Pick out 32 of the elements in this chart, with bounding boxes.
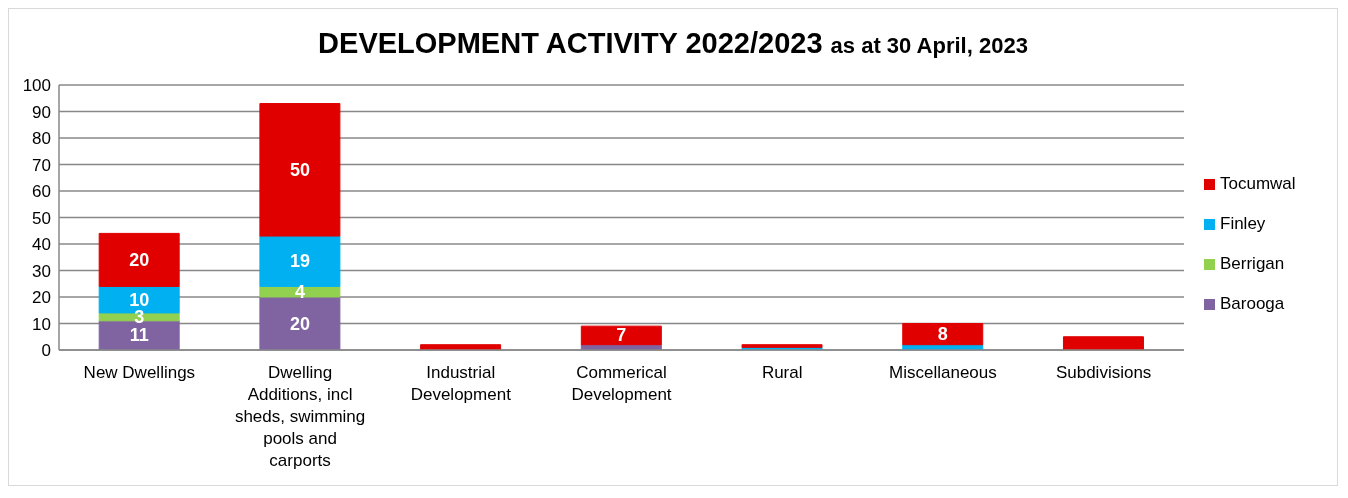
x-tick-label: Commerical Development	[571, 363, 672, 404]
x-tick-label: Miscellaneous	[889, 363, 997, 382]
y-tick-label: 30	[32, 261, 51, 281]
data-label: 20	[289, 313, 310, 334]
y-tick-label: 60	[32, 182, 51, 202]
data-label: 20	[129, 249, 150, 270]
data-label: 4	[294, 281, 305, 302]
y-tick-label: 0	[41, 341, 51, 361]
x-tick-label: Rural	[761, 363, 803, 382]
y-tick-label: 90	[32, 102, 51, 122]
x-tick-label: Industrial Development	[410, 363, 512, 404]
y-tick-label: 100	[22, 76, 51, 96]
legend-label: Barooga	[1220, 294, 1285, 314]
y-tick-label: 40	[32, 235, 51, 255]
legend-label: Berrigan	[1220, 254, 1285, 274]
x-tick-label: Dwelling Additions, incl sheds, swimming pools and carports	[234, 363, 366, 470]
legend-label: Finley	[1220, 214, 1266, 234]
chart-title: DEVELOPMENT ACTIVITY 2022/2023	[318, 27, 823, 59]
y-tick-label: 50	[32, 208, 51, 228]
chart-subtitle: as at 30 April, 2023	[830, 33, 1028, 58]
x-tick-label: New Dwellings	[83, 363, 196, 382]
data-label: 11	[129, 325, 149, 346]
data-label: 19	[289, 251, 310, 272]
data-label: 8	[937, 324, 948, 345]
x-tick-label: Subdivisions	[1055, 363, 1152, 382]
data-label: 7	[616, 325, 627, 346]
y-tick-label: 10	[32, 314, 51, 334]
y-tick-label: 70	[32, 155, 51, 175]
y-tick-label: 80	[32, 129, 51, 149]
y-tick-label: 20	[32, 288, 51, 308]
data-label: 50	[289, 159, 310, 180]
legend-label: Tocumwal	[1220, 174, 1296, 194]
